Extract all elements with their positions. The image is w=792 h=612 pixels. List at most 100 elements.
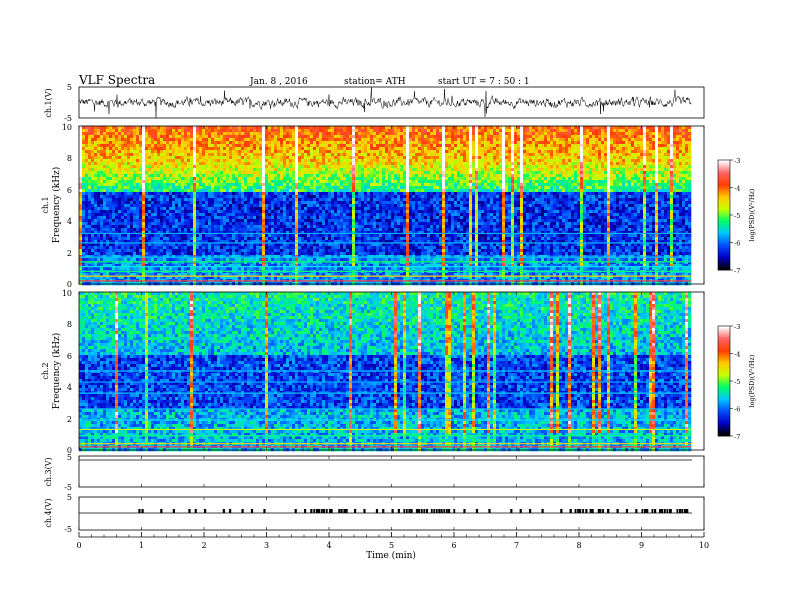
- spectrogram-cell: [328, 186, 331, 189]
- spectrogram-cell: [322, 147, 325, 150]
- spectrogram-cell: [85, 183, 88, 186]
- spectrogram-cell: [265, 150, 268, 153]
- spectrogram-cell: [343, 183, 346, 186]
- spectrogram-cell: [379, 186, 382, 189]
- spectrogram-cell: [421, 168, 424, 171]
- spectrogram-cell: [118, 126, 121, 129]
- spectrogram-cell: [667, 144, 670, 147]
- spectrogram-cell: [169, 186, 172, 189]
- spectrogram-cell: [472, 156, 475, 159]
- spectrogram-cell: [94, 147, 97, 150]
- spectrogram-cell: [337, 144, 340, 147]
- spectrogram-cell: [106, 129, 109, 132]
- spectrogram-cell: [313, 153, 316, 156]
- spectrogram-cell: [271, 135, 274, 138]
- spectrogram-cell: [616, 141, 619, 144]
- spectrogram-cell: [439, 171, 442, 174]
- spectrogram-cell: [436, 156, 439, 159]
- spectrogram-cell: [406, 192, 409, 195]
- spectrogram-cell: [283, 186, 286, 189]
- spectrogram-cell: [340, 153, 343, 156]
- spectrogram-cell: [595, 186, 598, 189]
- spectrogram-cell: [307, 138, 310, 141]
- spectrogram-cell: [271, 195, 274, 198]
- spectrogram-cell: [241, 183, 244, 186]
- spectrogram-cell: [148, 183, 151, 186]
- spectrogram-cell: [151, 138, 154, 141]
- spectrogram-cell: [421, 135, 424, 138]
- spectrogram-cell: [442, 159, 445, 162]
- spectrogram-cell: [577, 141, 580, 144]
- spectrogram-cell: [607, 129, 610, 132]
- spectrogram-cell: [121, 189, 124, 192]
- spectrogram-cell: [136, 150, 139, 153]
- spectrogram-cell: [139, 162, 142, 165]
- spectrogram-cell: [658, 126, 661, 129]
- spectrogram-cell: [544, 153, 547, 156]
- spectrogram-cell: [190, 198, 193, 201]
- spectrogram-cell: [481, 186, 484, 189]
- spectrogram-cell: [559, 177, 562, 180]
- spectrogram-cell: [577, 156, 580, 159]
- spectrogram-cell: [385, 174, 388, 177]
- spectrogram-cell: [145, 147, 148, 150]
- spectrogram-cell: [163, 189, 166, 192]
- spectrogram-cell: [322, 180, 325, 183]
- spectrogram-cell: [556, 171, 559, 174]
- spectrogram-cell: [673, 159, 676, 162]
- spectrogram-cell: [553, 153, 556, 156]
- spectrogram-cell: [160, 144, 163, 147]
- spectrogram-cell: [298, 192, 301, 195]
- spectrogram-cell: [622, 147, 625, 150]
- spectrogram-cell: [574, 171, 577, 174]
- spectrogram-cell: [244, 195, 247, 198]
- spectrogram-cell: [175, 129, 178, 132]
- spectrogram-cell: [484, 192, 487, 195]
- spectrogram-cell: [397, 132, 400, 135]
- spectrogram-cell: [676, 168, 679, 171]
- spectrogram-cell: [262, 174, 265, 177]
- spectrogram-cell: [556, 165, 559, 168]
- spectrogram-cell: [610, 180, 613, 183]
- spectrogram-cell: [433, 177, 436, 180]
- spectrogram-cell: [115, 132, 118, 135]
- spectrogram-cell: [289, 141, 292, 144]
- spectrogram-cell: [421, 150, 424, 153]
- spectrogram-cell: [256, 156, 259, 159]
- spectrogram-cell: [169, 150, 172, 153]
- spectrogram-cell: [319, 147, 322, 150]
- spectrogram-cell: [616, 147, 619, 150]
- spectrogram-cell: [220, 171, 223, 174]
- spectrogram-cell: [109, 171, 112, 174]
- spectrogram-cell: [667, 168, 670, 171]
- spectrogram-cell: [664, 153, 667, 156]
- spectrogram-cell: [349, 159, 352, 162]
- spectrogram-cell: [124, 192, 127, 195]
- spectrogram-cell: [109, 156, 112, 159]
- spectrogram-cell: [187, 135, 190, 138]
- spectrogram-cell: [238, 177, 241, 180]
- spectrogram-cell: [112, 165, 115, 168]
- spectrogram-cell: [322, 126, 325, 129]
- spectrogram-cell: [334, 168, 337, 171]
- spectrogram-cell: [199, 165, 202, 168]
- spectrogram-cell: [298, 126, 301, 129]
- spectrogram-cell: [397, 156, 400, 159]
- spectrogram-cell: [229, 195, 232, 198]
- spectrogram-cell: [466, 129, 469, 132]
- spectrogram-cell: [349, 180, 352, 183]
- spectrogram-cell: [622, 162, 625, 165]
- spectrogram-cell: [277, 141, 280, 144]
- spectrogram-cell: [367, 147, 370, 150]
- spectrogram-cell: [232, 150, 235, 153]
- spectrogram-cell: [202, 126, 205, 129]
- spectrogram-cell: [373, 153, 376, 156]
- spectrogram-cell: [142, 171, 145, 174]
- spectrogram-cell: [229, 162, 232, 165]
- spectrogram-cell: [640, 171, 643, 174]
- spectrogram-cell: [529, 195, 532, 198]
- spectrogram-cell: [250, 180, 253, 183]
- spectrogram-cell: [307, 180, 310, 183]
- spectrogram-cell: [505, 165, 508, 168]
- spectrogram-cell: [151, 165, 154, 168]
